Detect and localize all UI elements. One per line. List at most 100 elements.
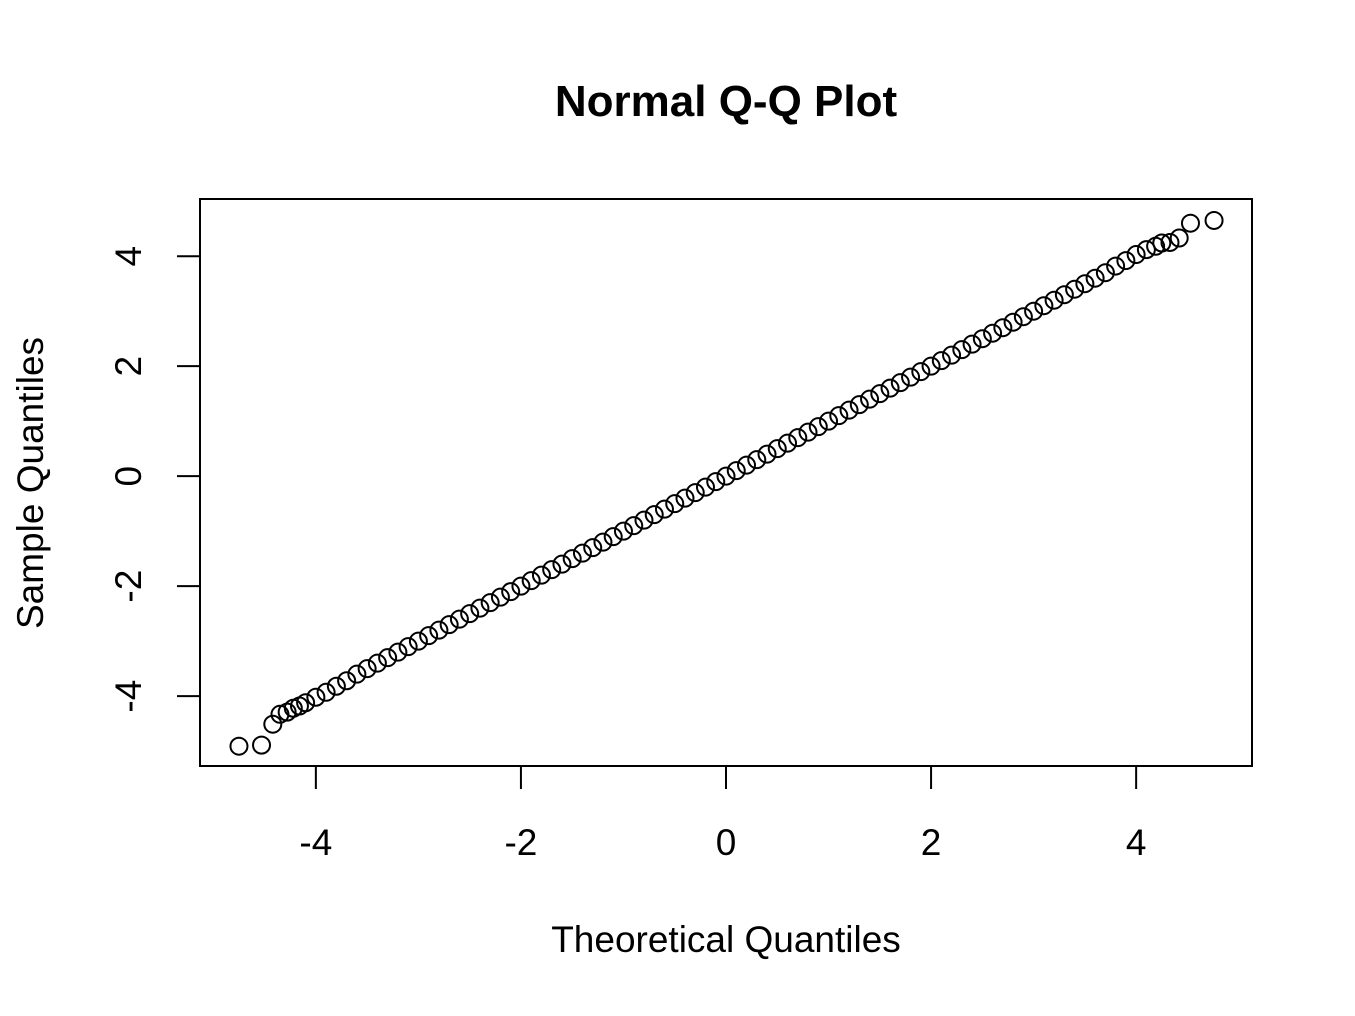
point [675, 488, 695, 508]
point [737, 455, 757, 475]
point [460, 604, 480, 624]
point [644, 505, 664, 525]
point [726, 461, 746, 481]
point [778, 433, 798, 453]
y-tick-label: 2 [108, 356, 149, 377]
y-tick-label: 0 [108, 466, 149, 487]
point [1160, 232, 1180, 252]
point [326, 676, 346, 696]
point [1034, 296, 1054, 316]
point [962, 334, 982, 354]
x-tick-label: 2 [921, 822, 942, 863]
point [1116, 251, 1136, 271]
point [880, 378, 900, 398]
point [757, 444, 777, 464]
point [993, 318, 1013, 338]
point [367, 653, 387, 673]
point [439, 615, 459, 635]
point [849, 395, 869, 415]
point [388, 642, 408, 662]
point [531, 565, 551, 585]
point [1075, 274, 1095, 294]
point [952, 340, 972, 360]
point [490, 587, 510, 607]
point [1152, 233, 1172, 253]
point [747, 450, 767, 470]
point [829, 406, 849, 426]
point [901, 367, 921, 387]
point [921, 356, 941, 376]
point [1024, 301, 1044, 321]
x-tick-label: -2 [504, 822, 537, 863]
point [706, 472, 726, 492]
point [449, 609, 469, 629]
point [1003, 312, 1023, 332]
point [860, 389, 880, 409]
point [229, 736, 249, 756]
point [470, 598, 490, 618]
y-tick-label: -4 [108, 680, 149, 713]
point [890, 373, 910, 393]
point [1169, 228, 1189, 248]
point [252, 735, 272, 755]
point [870, 384, 890, 404]
point [1204, 210, 1224, 230]
point [552, 554, 572, 574]
point [419, 626, 439, 646]
point [665, 494, 685, 514]
point [983, 323, 1003, 343]
point [572, 543, 592, 563]
point [1054, 285, 1074, 305]
point [603, 527, 623, 547]
point [263, 714, 283, 734]
point [931, 351, 951, 371]
point [337, 671, 357, 691]
chart-title: Normal Q-Q Plot [555, 77, 898, 126]
point [562, 549, 582, 569]
point [613, 521, 633, 541]
point [634, 510, 654, 530]
point [408, 631, 428, 651]
point [1106, 256, 1126, 276]
point [1085, 268, 1105, 288]
point [511, 576, 531, 596]
point [1180, 213, 1200, 233]
point [1065, 279, 1085, 299]
point [839, 400, 859, 420]
point [942, 345, 962, 365]
y-tick-label: 4 [108, 246, 149, 267]
point [542, 560, 562, 580]
point [624, 516, 644, 536]
point [1095, 263, 1115, 283]
point [378, 648, 398, 668]
point [306, 687, 326, 707]
point [1044, 290, 1064, 310]
point [1126, 245, 1146, 265]
y-tick-label: -2 [108, 570, 149, 603]
x-axis-label: Theoretical Quantiles [551, 919, 901, 960]
point [521, 571, 541, 591]
x-tick-label: 4 [1126, 822, 1147, 863]
point [767, 439, 787, 459]
point [296, 693, 316, 713]
x-tick-label: -4 [299, 822, 332, 863]
point [695, 477, 715, 497]
point [583, 538, 603, 558]
y-axis-label: Sample Quantiles [10, 337, 51, 629]
point [716, 466, 736, 486]
point [819, 411, 839, 431]
point [1136, 240, 1156, 260]
point [357, 659, 377, 679]
point [347, 664, 367, 684]
point [316, 682, 336, 702]
x-tick-label: 0 [716, 822, 737, 863]
point [972, 329, 992, 349]
point [480, 593, 500, 613]
point [808, 417, 828, 437]
point [654, 499, 674, 519]
point [1013, 307, 1033, 327]
point [788, 428, 808, 448]
point [911, 362, 931, 382]
point [685, 483, 705, 503]
